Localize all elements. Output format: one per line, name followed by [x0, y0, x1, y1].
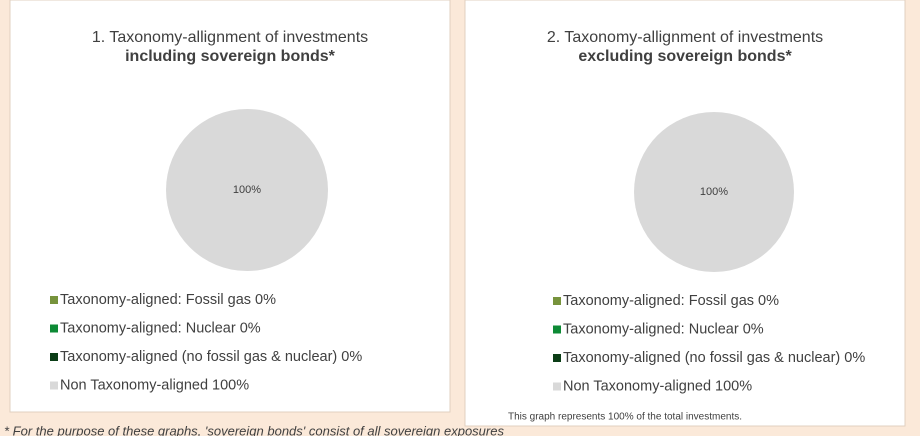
legend-swatch: [50, 296, 58, 304]
legend-label: Taxonomy-aligned: Nuclear 0%: [60, 320, 261, 336]
pie-slice: [166, 109, 328, 271]
legend-name: Taxonomy-aligned: Nuclear: [60, 320, 236, 336]
legend-name: Taxonomy-aligned: Fossil gas: [563, 293, 754, 309]
legend-name: Non Taxonomy-aligned: [563, 378, 711, 394]
legend-swatch: [50, 381, 58, 390]
legend-name: Taxonomy-aligned: Nuclear: [563, 321, 739, 337]
legend-swatch: [553, 354, 561, 362]
legend-value: 100%: [212, 377, 249, 393]
legend-swatch: [553, 382, 561, 391]
legend-name: Taxonomy-aligned (no fossil gas & nuclea…: [563, 350, 840, 366]
legend-label: Taxonomy-aligned: Fossil gas 0%: [563, 293, 779, 309]
legend-value: 0%: [844, 350, 865, 366]
legend-name: Taxonomy-aligned: Fossil gas: [60, 292, 251, 308]
legend-label: Taxonomy-aligned: Fossil gas 0%: [60, 292, 276, 308]
chart-note: This graph represents 100% of the total …: [508, 412, 742, 423]
data-label: 100%: [233, 184, 261, 196]
legend-label: Non Taxonomy-aligned 100%: [60, 377, 249, 393]
legend-swatch: [553, 297, 561, 305]
legend-swatch: [50, 324, 58, 333]
chart-subtitle: excluding sovereign bonds*: [578, 48, 792, 65]
legend-swatch: [50, 353, 58, 361]
chart-title: 2. Taxonomy-allignment of investments: [547, 29, 823, 46]
legend-value: 100%: [715, 378, 752, 394]
legend-value: 0%: [255, 292, 276, 308]
legend-label: Taxonomy-aligned (no fossil gas & nuclea…: [563, 350, 865, 366]
legend-value: 0%: [240, 320, 261, 336]
legend-label: Taxonomy-aligned: Nuclear 0%: [563, 321, 764, 337]
legend-value: 0%: [758, 293, 779, 309]
legend-label: Non Taxonomy-aligned 100%: [563, 378, 752, 394]
legend-name: Non Taxonomy-aligned: [60, 377, 208, 393]
data-label: 100%: [700, 186, 728, 198]
legend-name: Taxonomy-aligned (no fossil gas & nuclea…: [60, 349, 337, 365]
footnote: * For the purpose of these graphs, 'sove…: [4, 423, 504, 436]
legend-value: 0%: [341, 349, 362, 365]
pie-slice: [634, 112, 794, 272]
chart-subtitle: including sovereign bonds*: [125, 48, 336, 65]
chart-title: 1. Taxonomy-allignment of investments: [92, 29, 368, 46]
legend-value: 0%: [743, 321, 764, 337]
legend-swatch: [553, 325, 561, 334]
legend-label: Taxonomy-aligned (no fossil gas & nuclea…: [60, 349, 362, 365]
